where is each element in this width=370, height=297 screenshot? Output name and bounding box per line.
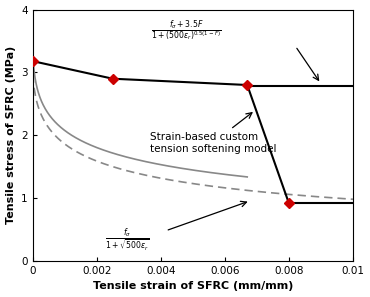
- Y-axis label: Tensile stress of SFRC (MPa): Tensile stress of SFRC (MPa): [6, 46, 16, 225]
- Text: Strain-based custom
tension softening model: Strain-based custom tension softening mo…: [149, 113, 276, 154]
- X-axis label: Tensile strain of SFRC (mm/mm): Tensile strain of SFRC (mm/mm): [92, 282, 293, 291]
- Text: $\frac{f_{\sigma}+3.5F}{1+(500\varepsilon_r)^{0.5(1-F)}}$: $\frac{f_{\sigma}+3.5F}{1+(500\varepsilo…: [151, 19, 222, 44]
- Text: $\frac{f_{\sigma}}{1+\sqrt{500\varepsilon_r}}$: $\frac{f_{\sigma}}{1+\sqrt{500\varepsilo…: [105, 226, 149, 254]
